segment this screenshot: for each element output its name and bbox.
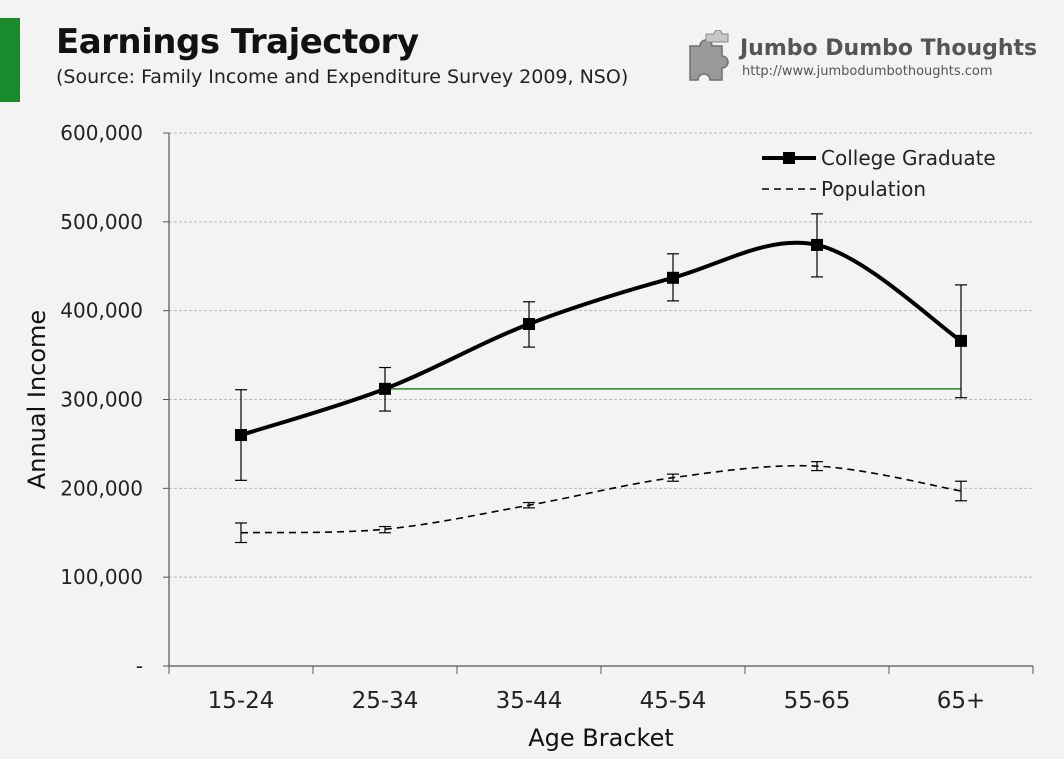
brand-logo: Jumbo Dumbo Thoughts http://www.jumbodum… [684,30,1044,86]
y-axis-title: Annual Income [23,310,51,489]
legend-label: College Graduate [821,146,996,170]
series-population [235,461,967,544]
gridlines [169,132,1033,578]
puzzle-piece-icon [689,30,729,81]
page-title: Earnings Trajectory [56,22,419,62]
y-tick-label: 200,000 [60,476,143,500]
data-point-marker [667,271,679,284]
series-college [235,213,967,481]
accent-bar [0,18,20,102]
x-axis-title: Age Bracket [528,724,674,752]
series-line-population [240,464,962,534]
legend-label: Population [821,177,926,201]
brand-name: Jumbo Dumbo Thoughts [740,36,1038,61]
x-tick-label: 35-44 [496,688,563,714]
legend: College Graduate Population [762,146,996,201]
data-point-marker [379,382,391,395]
axes: - 100,000 200,000 300,000 400,000 500,000 600,… [60,121,1034,714]
x-tick-label: 65+ [937,688,986,714]
data-point-marker [811,238,823,251]
page-subtitle: (Source: Family Income and Expenditure S… [56,66,629,88]
x-tick-label: 15-24 [208,688,275,714]
x-tick-label: 45-54 [640,688,707,714]
y-tick-label: 400,000 [60,299,143,323]
series-line-college [240,240,963,437]
legend-marker [783,152,795,164]
y-tick-label: 100,000 [60,565,143,589]
y-tick-label: 500,000 [60,210,143,234]
y-tick-label: 300,000 [60,388,143,412]
x-tick-label: 55-65 [784,688,851,714]
data-point-marker [235,429,247,442]
y-tick-label: 600,000 [60,121,143,145]
data-point-marker [955,334,967,347]
brand-url: http://www.jumbodumbothoughts.com [742,64,993,79]
series-layer [235,213,967,544]
x-tick-label: 25-34 [352,688,419,714]
data-point-marker [523,317,535,330]
y-tick-label: - [136,654,143,678]
